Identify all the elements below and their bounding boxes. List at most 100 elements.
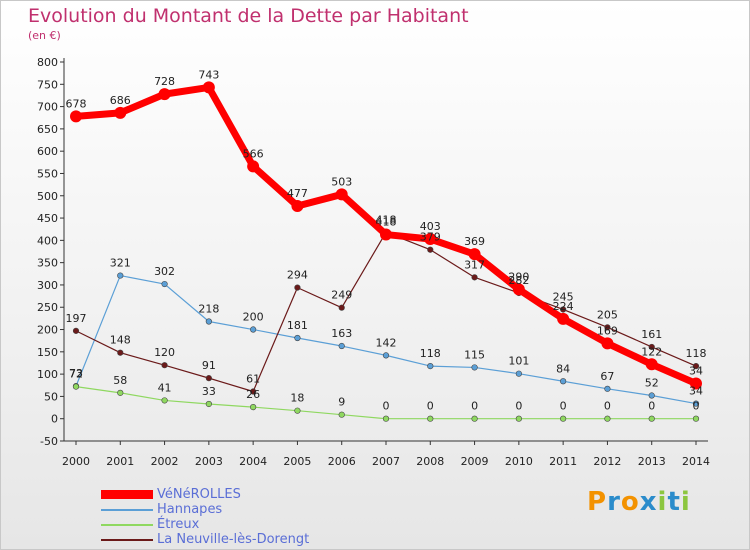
data-label-venerolles: 678 [66, 97, 87, 110]
data-point-etreux [382, 415, 390, 422]
logo-letter-x: x [639, 487, 658, 517]
x-tick-label: 2005 [283, 455, 311, 468]
data-point-etreux [692, 415, 700, 422]
data-point-etreux [427, 415, 434, 422]
data-point-etreux [250, 404, 257, 411]
data-label-hannapes: 163 [331, 327, 352, 340]
data-point-hannapes [161, 280, 168, 288]
data-point-hannapes [294, 334, 301, 342]
data-point-la-neuville [250, 388, 257, 395]
y-tick-label: 400 [37, 234, 58, 247]
data-label-venerolles: 503 [331, 175, 352, 188]
data-label-hannapes: 52 [645, 377, 659, 390]
data-point-hannapes [560, 378, 567, 385]
x-tick-label: 2011 [549, 455, 577, 468]
data-label-hannapes: 84 [556, 362, 570, 375]
data-point-hannapes [471, 364, 478, 371]
data-point-venerolles [114, 106, 127, 119]
data-label-hannapes: 73 [69, 367, 83, 380]
data-label-etreux: 33 [202, 385, 216, 398]
logo-letter-o: o [620, 487, 640, 517]
data-point-la-neuville [161, 362, 168, 369]
data-label-venerolles: 224 [553, 300, 574, 313]
y-tick-label: -50 [40, 435, 58, 448]
data-label-etreux: 0 [648, 400, 655, 413]
data-point-la-neuville [604, 324, 611, 331]
data-label-venerolles: 403 [420, 220, 441, 233]
data-label-la-neuville: 120 [154, 346, 175, 359]
logo-letter-i: i [657, 487, 668, 517]
y-tick-label: 150 [37, 346, 58, 359]
x-tick-label: 2013 [638, 455, 666, 468]
data-label-etreux: 0 [560, 400, 567, 413]
data-point-venerolles [158, 88, 171, 101]
data-point-la-neuville [471, 274, 478, 281]
data-label-venerolles: 743 [198, 68, 219, 81]
data-point-la-neuville [117, 349, 124, 356]
data-point-hannapes [382, 352, 390, 359]
data-label-la-neuville: 161 [641, 328, 662, 341]
data-point-etreux [338, 411, 345, 418]
logo-letter-p: P [587, 487, 608, 517]
legend-swatch-etreux [101, 524, 153, 526]
data-label-etreux: 0 [471, 400, 478, 413]
data-point-la-neuville [427, 246, 434, 253]
logo-letter-r: r [607, 487, 621, 517]
data-point-etreux [205, 400, 212, 408]
data-point-etreux [471, 415, 478, 422]
data-label-hannapes: 34 [689, 385, 703, 398]
x-tick-label: 2012 [593, 455, 621, 468]
y-tick-label: 500 [37, 190, 58, 203]
data-point-hannapes [205, 318, 212, 325]
data-label-venerolles: 369 [464, 235, 485, 248]
data-point-etreux [515, 415, 522, 422]
data-label-venerolles: 686 [110, 94, 131, 107]
data-point-la-neuville [205, 375, 212, 382]
data-point-la-neuville [294, 284, 301, 291]
data-label-etreux: 0 [427, 400, 434, 413]
data-label-la-neuville: 118 [686, 347, 707, 360]
data-point-hannapes [515, 370, 522, 377]
data-label-venerolles: 169 [597, 324, 618, 337]
y-tick-label: 0 [51, 413, 58, 426]
data-label-etreux: 0 [515, 400, 522, 413]
data-label-venerolles: 122 [641, 345, 662, 358]
data-label-hannapes: 218 [198, 303, 219, 316]
data-label-la-neuville: 282 [508, 274, 529, 287]
y-tick-label: 50 [44, 390, 58, 403]
data-label-etreux: 18 [290, 392, 304, 405]
data-label-etreux: 9 [338, 396, 345, 409]
data-point-hannapes [604, 385, 611, 392]
x-tick-label: 2014 [682, 455, 710, 468]
legend-label-venerolles: VéNéROLLES [157, 487, 241, 502]
y-tick-label: 750 [37, 78, 58, 91]
data-point-etreux [161, 397, 168, 404]
data-label-hannapes: 200 [243, 311, 264, 324]
data-point-venerolles [247, 160, 260, 173]
data-label-la-neuville: 317 [464, 258, 485, 271]
data-label-etreux: 0 [383, 400, 390, 413]
logo-letter-i2: i [680, 487, 691, 517]
data-point-venerolles [512, 283, 525, 296]
chart-title: Evolution du Montant de la Dette par Hab… [28, 5, 469, 27]
x-tick-label: 2001 [106, 455, 134, 468]
data-point-venerolles [70, 110, 82, 123]
y-tick-label: 300 [37, 279, 58, 292]
data-label-la-neuville: 148 [110, 334, 131, 347]
chart-subtitle: (en €) [28, 29, 61, 42]
data-point-etreux [117, 389, 124, 396]
data-point-la-neuville [648, 343, 655, 351]
y-tick-label: 650 [37, 123, 58, 136]
x-tick-label: 2002 [151, 455, 179, 468]
data-label-la-neuville: 197 [66, 312, 87, 325]
data-point-venerolles [380, 228, 392, 241]
data-label-la-neuville: 61 [246, 373, 260, 386]
data-point-venerolles [557, 312, 570, 325]
data-label-etreux: 0 [693, 400, 700, 413]
data-label-la-neuville: 91 [202, 359, 216, 372]
data-point-la-neuville [338, 304, 345, 311]
data-point-venerolles [690, 377, 702, 390]
data-label-hannapes: 181 [287, 319, 308, 332]
data-label-venerolles: 290 [508, 270, 529, 283]
